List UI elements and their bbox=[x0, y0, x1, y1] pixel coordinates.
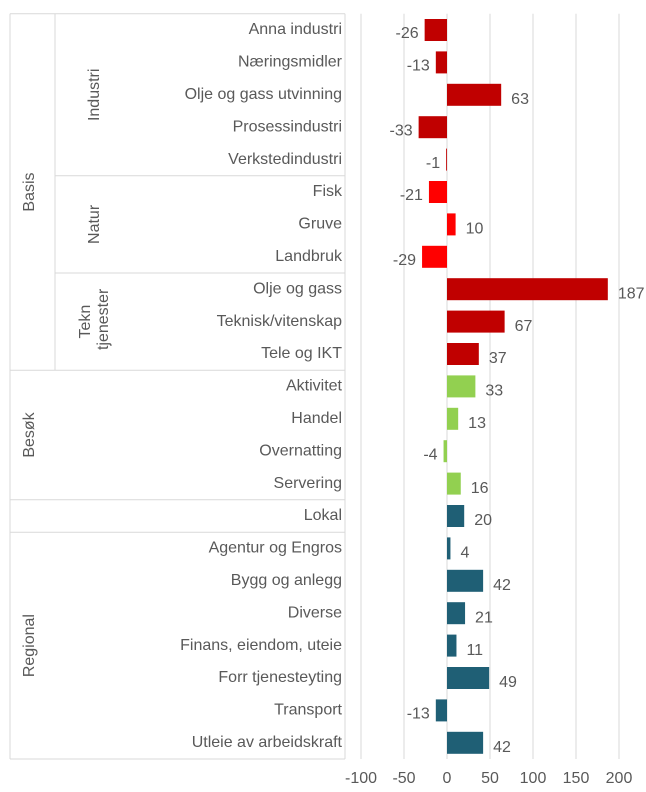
x-tick-label: -50 bbox=[392, 770, 415, 787]
bar bbox=[447, 505, 465, 527]
x-tick-label: 100 bbox=[520, 770, 547, 787]
value-label: -26 bbox=[396, 25, 419, 42]
category-label: Diverse bbox=[288, 604, 342, 621]
value-label: 11 bbox=[466, 642, 483, 659]
x-tick-label: -100 bbox=[345, 770, 377, 787]
bar bbox=[443, 440, 447, 463]
category-label: Agentur og Engros bbox=[209, 540, 342, 557]
category-label: Tele og IKT bbox=[261, 345, 342, 362]
bar bbox=[424, 19, 447, 41]
value-label: 187 bbox=[618, 285, 645, 302]
bar bbox=[447, 213, 456, 236]
x-tick-label: 0 bbox=[443, 770, 452, 787]
group-label: Regional bbox=[21, 614, 38, 677]
bar bbox=[446, 148, 447, 171]
value-label: -29 bbox=[393, 252, 416, 269]
category-label: Forr tjenesteyting bbox=[218, 669, 342, 686]
bar bbox=[428, 181, 447, 203]
bar bbox=[435, 699, 447, 722]
value-label: -13 bbox=[407, 706, 430, 723]
value-label: -21 bbox=[400, 187, 423, 204]
bar bbox=[447, 667, 490, 689]
value-label: 13 bbox=[468, 415, 486, 432]
category-label: Lokal bbox=[304, 507, 342, 524]
value-label: 37 bbox=[489, 350, 507, 367]
bar bbox=[422, 245, 447, 268]
category-label: Aktivitet bbox=[286, 378, 343, 395]
category-label: Handel bbox=[291, 410, 342, 427]
value-label: -4 bbox=[423, 446, 437, 463]
category-label: Utleie av arbeidskraft bbox=[192, 734, 343, 751]
x-tick-label: 50 bbox=[481, 770, 499, 787]
bar bbox=[447, 375, 476, 398]
value-label: 33 bbox=[485, 383, 503, 400]
subgroup-label: Tekn tjenester bbox=[77, 288, 112, 354]
category-label: Verkstedindustri bbox=[228, 151, 342, 168]
value-label: 42 bbox=[493, 739, 511, 756]
group-label: Besøk bbox=[21, 411, 38, 457]
bar bbox=[435, 51, 447, 74]
value-label: -13 bbox=[407, 58, 430, 75]
category-label: Landbruk bbox=[275, 248, 343, 265]
x-tick-label: 200 bbox=[606, 770, 633, 787]
category-label: Bygg og anlegg bbox=[231, 572, 342, 589]
value-label: 16 bbox=[471, 480, 489, 497]
value-label: 20 bbox=[474, 512, 492, 529]
value-label: 67 bbox=[515, 318, 533, 335]
bar bbox=[447, 602, 466, 625]
category-label: Prosessindustri bbox=[233, 118, 342, 135]
bar bbox=[447, 537, 451, 560]
bar bbox=[447, 569, 484, 592]
value-label: 10 bbox=[466, 221, 484, 238]
value-label: -33 bbox=[389, 122, 412, 139]
bar bbox=[447, 83, 502, 106]
category-label: Fisk bbox=[313, 183, 343, 200]
value-label: 4 bbox=[460, 545, 469, 562]
category-label: Transport bbox=[274, 702, 342, 719]
bar bbox=[447, 407, 459, 430]
bar bbox=[418, 116, 447, 139]
bar bbox=[447, 310, 505, 333]
category-label: Finans, eiendom, uteie bbox=[180, 637, 342, 654]
bar bbox=[447, 278, 608, 301]
category-label: Olje og gass utvinning bbox=[185, 86, 342, 103]
bar bbox=[447, 472, 461, 495]
value-label: -1 bbox=[426, 155, 440, 172]
value-label: 49 bbox=[499, 674, 517, 691]
x-tick-label: 150 bbox=[563, 770, 590, 787]
category-label: Gruve bbox=[298, 216, 342, 233]
category-label: Servering bbox=[274, 475, 342, 492]
subgroup-label: Natur bbox=[86, 204, 103, 244]
value-label: 42 bbox=[493, 577, 511, 594]
value-label: 63 bbox=[511, 91, 529, 108]
bar bbox=[447, 343, 479, 365]
category-label: Overnatting bbox=[259, 442, 342, 459]
subgroup-label: Industri bbox=[86, 69, 103, 121]
category-label: Teknisk/vitenskap bbox=[217, 313, 342, 330]
bar bbox=[447, 634, 457, 657]
category-label: Næringsmidler bbox=[238, 54, 343, 71]
bar bbox=[447, 731, 484, 754]
value-label: 21 bbox=[475, 609, 493, 626]
group-label: Basis bbox=[21, 172, 38, 211]
category-label: Olje og gass bbox=[253, 280, 342, 297]
category-label: Anna industri bbox=[249, 21, 342, 38]
